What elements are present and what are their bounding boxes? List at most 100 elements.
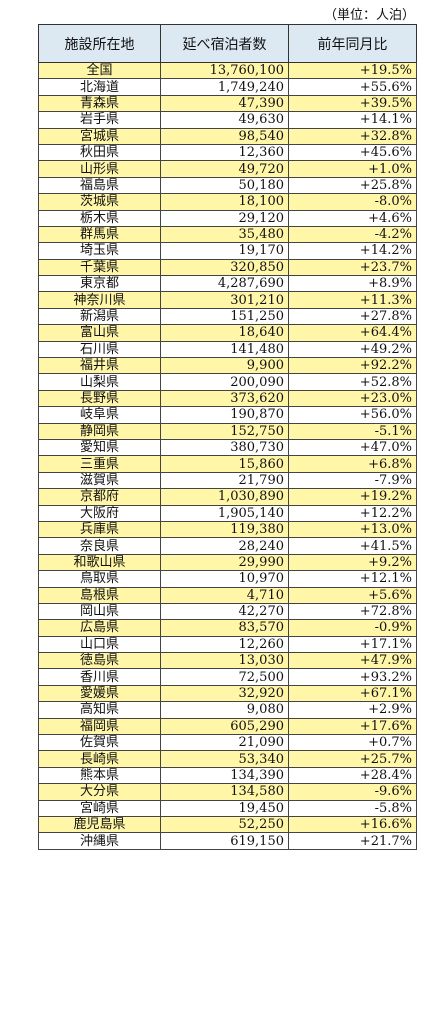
guest-nights-cell: 13,760,100 xyxy=(160,61,289,80)
location-cell: 長崎県 xyxy=(38,750,161,768)
yoy-change-cell: +12.1% xyxy=(288,570,417,588)
guest-nights-cell: 134,390 xyxy=(160,766,289,785)
location-cell: 富山県 xyxy=(38,324,161,342)
lodging-table: 施設所在地 延べ宿泊者数 前年同月比 全国 13,760,100 +19.5% 北海道… xyxy=(38,24,417,850)
table-row: 山形県 49,720 +1.0% xyxy=(38,160,417,178)
table-row: 茨城県 18,100 -8.0% xyxy=(38,193,417,211)
location-cell: 鹿児島県 xyxy=(38,815,161,834)
guest-nights-cell: 72,500 xyxy=(160,668,289,686)
yoy-change-cell: +19.2% xyxy=(288,488,417,506)
yoy-change-cell: +41.5% xyxy=(288,537,417,555)
table-row: 和歌山県 29,990 +9.2% xyxy=(38,553,417,572)
table-row: 京都府 1,030,890 +19.2% xyxy=(38,488,417,506)
table-row: 山口県 12,260 +17.1% xyxy=(38,635,417,654)
guest-nights-cell: 380,730 xyxy=(160,438,289,457)
yoy-change-cell: +19.5% xyxy=(288,61,417,80)
cut-off-text-fragment xyxy=(38,1017,416,1024)
location-cell: 鳥取県 xyxy=(38,570,161,588)
table-row: 青森県 47,390 +39.5% xyxy=(38,94,417,113)
guest-nights-cell: 42,270 xyxy=(160,602,289,621)
yoy-change-cell: +0.7% xyxy=(288,734,417,752)
table-row: 福島県 50,180 +25.8% xyxy=(38,176,417,195)
location-cell: 三重県 xyxy=(38,455,161,473)
location-cell: 香川県 xyxy=(38,668,161,686)
table-row: 岡山県 42,270 +72.8% xyxy=(38,602,417,621)
table-row: 奈良県 28,240 +41.5% xyxy=(38,537,417,555)
table-row: 島根県 4,710 +5.6% xyxy=(38,586,417,604)
yoy-change-cell: -4.2% xyxy=(288,225,417,244)
table-row: 千葉県 320,850 +23.7% xyxy=(38,258,417,277)
guest-nights-cell: 373,620 xyxy=(160,389,289,408)
location-cell: 茨城県 xyxy=(38,193,161,211)
table-row: 宮崎県 19,450 -5.8% xyxy=(38,799,417,817)
table-row: 鹿児島県 52,250 +16.6% xyxy=(38,815,417,834)
guest-nights-cell: 190,870 xyxy=(160,406,289,424)
location-cell: 千葉県 xyxy=(38,258,161,277)
table-row: 兵庫県 119,380 +13.0% xyxy=(38,520,417,539)
location-cell: 熊本県 xyxy=(38,766,161,785)
table-row: 愛媛県 32,920 +67.1% xyxy=(38,684,417,703)
guest-nights-cell: 134,580 xyxy=(160,783,289,801)
location-cell: 京都府 xyxy=(38,488,161,506)
location-cell: 徳島県 xyxy=(38,652,161,670)
yoy-change-cell: -5.8% xyxy=(288,799,417,817)
table-row: 全国 13,760,100 +19.5% xyxy=(38,61,417,80)
guest-nights-cell: 29,990 xyxy=(160,553,289,572)
yoy-change-cell: +93.2% xyxy=(288,668,417,686)
guest-nights-cell: 50,180 xyxy=(160,176,289,195)
header-row: 施設所在地 延べ宿泊者数 前年同月比 xyxy=(38,24,417,63)
guest-nights-cell: 12,360 xyxy=(160,143,289,162)
location-cell: 高知県 xyxy=(38,701,161,719)
yoy-change-cell: +28.4% xyxy=(288,766,417,785)
guest-nights-cell: 19,170 xyxy=(160,242,289,260)
guest-nights-cell: 13,030 xyxy=(160,652,289,670)
location-cell: 岩手県 xyxy=(38,111,161,129)
table-row: 福井県 9,900 +92.2% xyxy=(38,357,417,375)
table-row: 岩手県 49,630 +14.1% xyxy=(38,111,417,129)
location-cell: 岐阜県 xyxy=(38,406,161,424)
yoy-change-cell: -0.9% xyxy=(288,619,417,637)
guest-nights-cell: 21,790 xyxy=(160,471,289,490)
yoy-change-cell: +14.2% xyxy=(288,242,417,260)
table-row: 佐賀県 21,090 +0.7% xyxy=(38,734,417,752)
location-cell: 広島県 xyxy=(38,619,161,637)
header-yoy-change: 前年同月比 xyxy=(288,24,417,63)
location-cell: 静岡県 xyxy=(38,422,161,440)
location-cell: 宮崎県 xyxy=(38,799,161,817)
table-row: 長崎県 53,340 +25.7% xyxy=(38,750,417,768)
table-row: 群馬県 35,480 -4.2% xyxy=(38,225,417,244)
table-row: 山梨県 200,090 +52.8% xyxy=(38,373,417,391)
yoy-change-cell: -9.6% xyxy=(288,783,417,801)
table-row: 愛知県 380,730 +47.0% xyxy=(38,438,417,457)
location-cell: 山口県 xyxy=(38,635,161,654)
unit-label: （単位：人泊） xyxy=(323,8,415,23)
location-cell: 宮城県 xyxy=(38,127,161,145)
location-cell: 長野県 xyxy=(38,389,161,408)
location-cell: 兵庫県 xyxy=(38,520,161,539)
yoy-change-cell: +49.2% xyxy=(288,340,417,359)
location-cell: 和歌山県 xyxy=(38,553,161,572)
guest-nights-cell: 49,720 xyxy=(160,160,289,178)
table-row: 三重県 15,860 +6.8% xyxy=(38,455,417,473)
guest-nights-cell: 32,920 xyxy=(160,684,289,703)
location-cell: 福岡県 xyxy=(38,717,161,736)
guest-nights-cell: 15,860 xyxy=(160,455,289,473)
yoy-change-cell: +21.7% xyxy=(288,832,417,850)
table-row: 静岡県 152,750 -5.1% xyxy=(38,422,417,440)
table-row: 富山県 18,640 +64.4% xyxy=(38,324,417,342)
yoy-change-cell: +47.0% xyxy=(288,438,417,457)
location-cell: 沖縄県 xyxy=(38,832,161,850)
location-cell: 山梨県 xyxy=(38,373,161,391)
location-cell: 大阪府 xyxy=(38,504,161,522)
location-cell: 佐賀県 xyxy=(38,734,161,752)
location-cell: 福井県 xyxy=(38,357,161,375)
location-cell: 愛媛県 xyxy=(38,684,161,703)
guest-nights-cell: 28,240 xyxy=(160,537,289,555)
guest-nights-cell: 9,900 xyxy=(160,357,289,375)
guest-nights-cell: 141,480 xyxy=(160,340,289,359)
yoy-change-cell: +2.9% xyxy=(288,701,417,719)
location-cell: 島根県 xyxy=(38,586,161,604)
yoy-change-cell: +9.2% xyxy=(288,553,417,572)
table-row: 大阪府 1,905,140 +12.2% xyxy=(38,504,417,522)
guest-nights-cell: 1,749,240 xyxy=(160,78,289,96)
